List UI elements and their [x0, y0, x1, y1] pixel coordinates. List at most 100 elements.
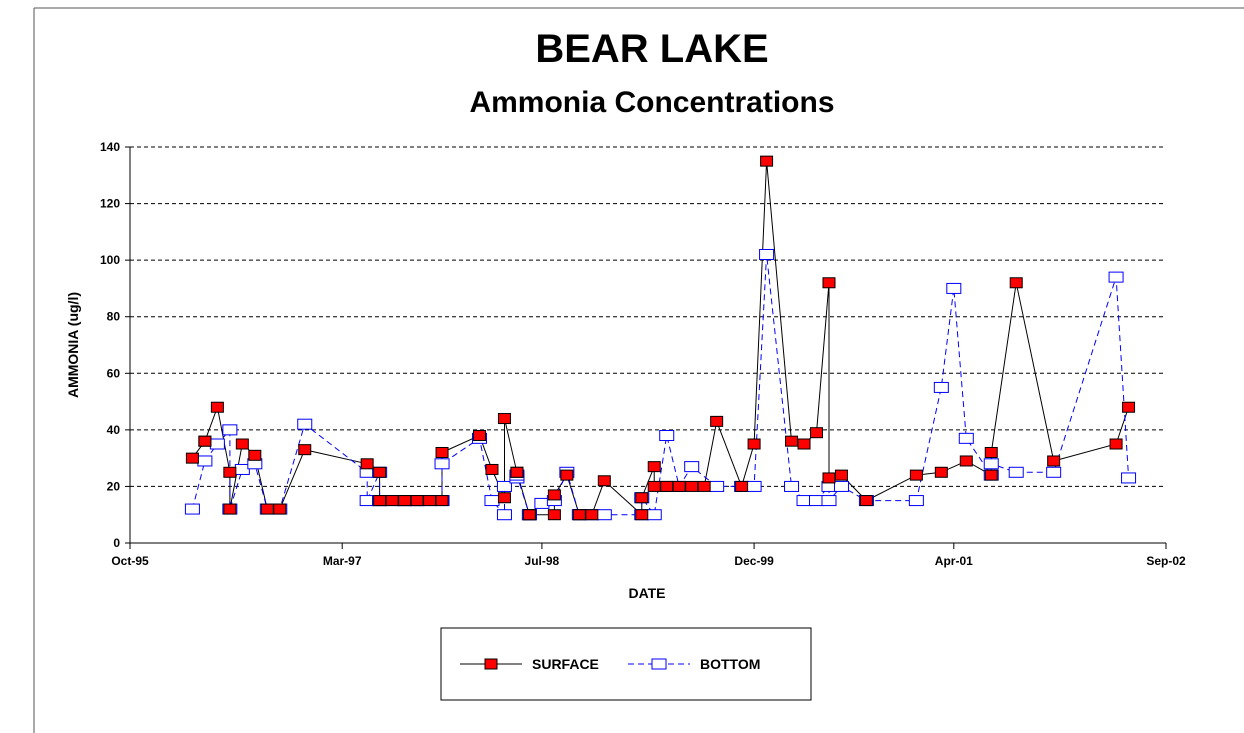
data-point [435, 495, 449, 507]
data-point [784, 480, 800, 492]
data-point [759, 248, 775, 260]
x-tick-label: Oct-95 [111, 554, 149, 568]
data-point [222, 424, 238, 436]
data-point [697, 480, 711, 492]
y-axis-title: AMMONIA (ug/l) [65, 292, 81, 398]
data-point [710, 415, 724, 427]
legend-marker [484, 658, 498, 670]
data-point [746, 480, 762, 492]
data-point [547, 509, 561, 521]
data-point [484, 495, 500, 507]
data-point [833, 480, 849, 492]
data-point [260, 503, 274, 515]
data-point [834, 469, 848, 481]
data-point [959, 455, 973, 467]
data-point [298, 444, 312, 456]
data-point [1047, 455, 1061, 467]
data-point [223, 466, 237, 478]
data-point [1008, 466, 1024, 478]
data-point [435, 446, 449, 458]
chart-title: BEAR LAKE [535, 27, 768, 71]
data-point [210, 401, 224, 413]
data-point [822, 472, 836, 484]
data-point [822, 277, 836, 289]
x-tick-label: Dec-99 [734, 554, 774, 568]
data-point [385, 495, 399, 507]
data-point [933, 381, 949, 393]
data-point [859, 495, 873, 507]
data-point [1122, 401, 1136, 413]
data-point [908, 495, 924, 507]
data-point [684, 461, 700, 473]
data-point [209, 438, 225, 450]
data-point [735, 480, 749, 492]
y-tick-label: 60 [107, 366, 121, 380]
data-point [797, 438, 811, 450]
data-point [1108, 271, 1124, 283]
y-tick-label: 80 [107, 310, 121, 324]
data-point [572, 509, 586, 521]
y-tick-label: 20 [107, 479, 121, 493]
data-point [496, 509, 512, 521]
data-point [497, 492, 511, 504]
data-point [946, 282, 962, 294]
data-point [373, 466, 387, 478]
data-point [660, 480, 674, 492]
data-point [485, 463, 499, 475]
data-point [646, 509, 662, 521]
data-point [197, 455, 213, 467]
data-point [934, 466, 948, 478]
data-point [184, 503, 200, 515]
data-point [273, 503, 287, 515]
data-point [185, 452, 199, 464]
x-tick-label: Mar-97 [323, 554, 362, 568]
legend-marker [651, 658, 667, 670]
data-point [785, 435, 799, 447]
data-point [647, 480, 661, 492]
y-tick-label: 140 [100, 140, 120, 154]
data-point [909, 469, 923, 481]
chart-subtitle: Ammonia Concentrations [469, 86, 834, 119]
data-point [547, 489, 561, 501]
data-point [248, 449, 262, 461]
data-point [1109, 438, 1123, 450]
y-tick-label: 40 [107, 423, 121, 437]
data-point [297, 418, 313, 430]
data-point [984, 469, 998, 481]
data-point [984, 446, 998, 458]
data-point [983, 458, 999, 470]
y-tick-label: 0 [113, 536, 120, 550]
data-point [234, 463, 250, 475]
data-point [659, 430, 675, 442]
legend-label: BOTTOM [700, 656, 760, 672]
data-point [672, 480, 686, 492]
data-point [1009, 277, 1023, 289]
data-point [373, 495, 387, 507]
data-point [410, 495, 424, 507]
data-point [810, 427, 824, 439]
data-point [635, 509, 649, 521]
data-point [809, 495, 825, 507]
data-point [747, 438, 761, 450]
data-point [1046, 466, 1062, 478]
y-tick-label: 100 [100, 253, 120, 267]
data-point [560, 469, 574, 481]
data-point [709, 480, 725, 492]
data-point [760, 155, 774, 167]
data-point [522, 509, 536, 521]
data-point [597, 475, 611, 487]
y-tick-label: 120 [100, 197, 120, 211]
data-point [647, 461, 661, 473]
data-point [497, 413, 511, 425]
x-axis-title: DATE [628, 585, 665, 601]
data-point [1121, 472, 1137, 484]
data-point [685, 480, 699, 492]
data-point [359, 495, 375, 507]
data-point [596, 509, 612, 521]
x-tick-label: Jul-98 [525, 554, 560, 568]
data-point [796, 495, 812, 507]
data-point [198, 435, 212, 447]
legend-label: SURFACE [532, 656, 599, 672]
